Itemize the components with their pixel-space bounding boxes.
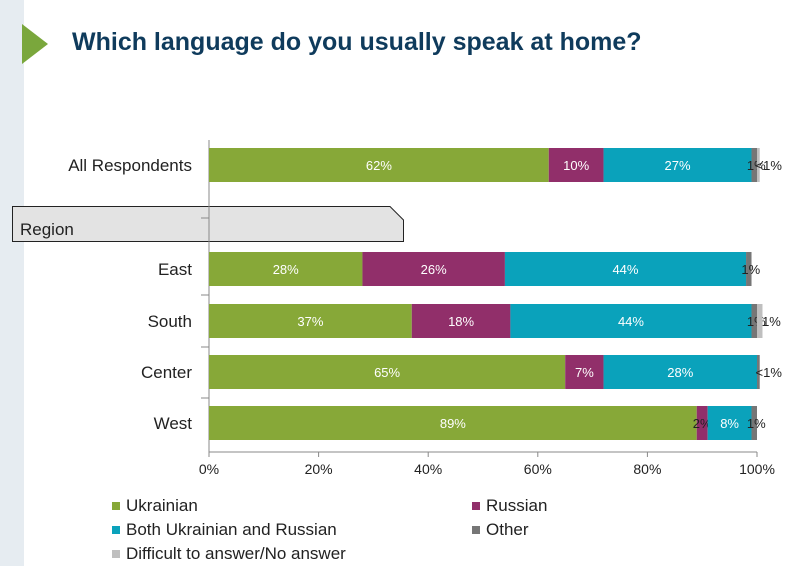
region-group-label: Region xyxy=(20,220,74,239)
bar-segment xyxy=(209,406,697,440)
x-tick-label: 20% xyxy=(305,461,333,477)
bar-segment xyxy=(696,406,708,440)
x-tick-label: 100% xyxy=(739,461,775,477)
category-label: All Respondents xyxy=(68,156,192,175)
bar-segment xyxy=(209,304,412,338)
data-label: 65% xyxy=(374,365,400,380)
region-group-tab xyxy=(12,206,404,242)
legend-swatch xyxy=(112,526,120,534)
data-label: 37% xyxy=(297,314,323,329)
bar-segment xyxy=(209,148,549,182)
bar-segment xyxy=(751,148,757,182)
data-label: 8% xyxy=(720,416,739,431)
category-label: Center xyxy=(141,363,192,382)
data-label: 1% xyxy=(741,262,760,277)
data-label: 7% xyxy=(575,365,594,380)
data-label: 27% xyxy=(665,158,691,173)
bar-segment xyxy=(757,355,760,389)
legend-label: Both Ukrainian and Russian xyxy=(126,520,337,539)
data-label: 2% xyxy=(693,416,712,431)
data-label: 1% xyxy=(747,416,766,431)
data-label: 28% xyxy=(273,262,299,277)
data-label: 18% xyxy=(448,314,474,329)
bar-segment xyxy=(751,304,757,338)
legend-item: Other xyxy=(472,520,529,540)
legend-swatch xyxy=(472,502,480,510)
legend-label: Difficult to answer/No answer xyxy=(126,544,346,563)
bar-segment xyxy=(411,304,511,338)
legend-item: Ukrainian xyxy=(112,496,198,516)
category-label: East xyxy=(158,260,192,279)
bar-segment xyxy=(751,406,757,440)
data-label: 44% xyxy=(618,314,644,329)
data-label: 10% xyxy=(563,158,589,173)
legend-swatch xyxy=(112,550,120,558)
bar-segment xyxy=(746,252,752,286)
legend-swatch xyxy=(112,502,120,510)
legend-label: Ukrainian xyxy=(126,496,198,515)
bar-segment xyxy=(603,355,757,389)
data-label: 1% xyxy=(747,158,766,173)
data-label: 44% xyxy=(612,262,638,277)
data-label: 28% xyxy=(667,365,693,380)
chart-legend: Ukrainian Russian Both Ukrainian and Russi… xyxy=(112,496,672,564)
bar-segment xyxy=(707,406,752,440)
data-label: 62% xyxy=(366,158,392,173)
page-title: Which language do you usually speak at h… xyxy=(72,28,642,56)
x-tick-label: 0% xyxy=(199,461,219,477)
x-tick-label: 80% xyxy=(633,461,661,477)
bar-segment xyxy=(757,304,763,338)
bar-segment xyxy=(362,252,505,286)
legend-label: Other xyxy=(486,520,529,539)
legend-item: Both Ukrainian and Russian xyxy=(112,520,337,540)
bar-segment xyxy=(757,148,760,182)
data-label: <1% xyxy=(756,158,783,173)
bar-segment xyxy=(548,148,604,182)
legend-item: Difficult to answer/No answer xyxy=(112,544,346,564)
bar-segment xyxy=(565,355,604,389)
title-arrow-icon xyxy=(22,24,48,64)
bar-segment xyxy=(510,304,752,338)
legend-swatch xyxy=(472,526,480,534)
category-label: South xyxy=(148,312,192,331)
data-label: 26% xyxy=(421,262,447,277)
data-label: 1% xyxy=(762,314,781,329)
left-decorative-strip xyxy=(0,0,24,566)
bar-segment xyxy=(504,252,747,286)
legend-label: Russian xyxy=(486,496,548,515)
legend-item: Russian xyxy=(472,496,547,516)
data-label: <1% xyxy=(756,365,783,380)
bar-segment xyxy=(209,252,363,286)
category-label: West xyxy=(154,414,193,433)
bar-segment xyxy=(603,148,752,182)
bar-segment xyxy=(209,355,566,389)
x-tick-label: 60% xyxy=(524,461,552,477)
data-label: 89% xyxy=(440,416,466,431)
x-tick-label: 40% xyxy=(414,461,442,477)
